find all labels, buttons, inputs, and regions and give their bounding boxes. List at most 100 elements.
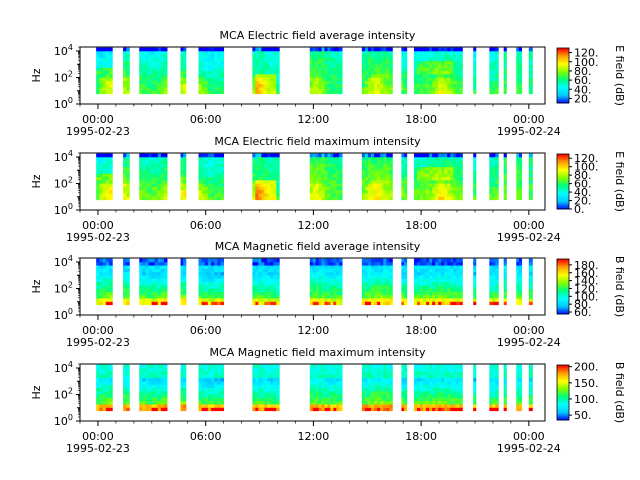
spectrogram-cell (447, 83, 451, 88)
spectrogram-cell (204, 166, 209, 171)
spectrogram-cell (198, 288, 203, 292)
spectrogram-cell (207, 364, 212, 369)
spectrogram-cell (432, 54, 436, 58)
spectrogram-cell (264, 189, 268, 194)
spectrogram-cell (423, 284, 427, 289)
spectrogram-cell (336, 275, 340, 279)
colorbar-segment (557, 312, 569, 315)
spectrogram-cell (503, 271, 507, 276)
spectrogram-cell (270, 377, 274, 382)
spectrogram-cell (404, 50, 408, 55)
spectrogram-cell (429, 67, 433, 72)
spectrogram-cell (220, 394, 225, 398)
spectrogram-cell (404, 371, 408, 375)
spectrogram-cell (383, 54, 387, 58)
spectrogram-cell (441, 275, 445, 279)
spectrogram-cell (264, 261, 268, 266)
spectrogram-cell (96, 193, 100, 197)
spectrogram-cell (432, 271, 436, 276)
spectrogram-cell (429, 189, 433, 194)
spectrogram-cell (139, 73, 143, 78)
spectrogram-cell (404, 156, 408, 161)
colorbar-segment (557, 53, 569, 56)
spectrogram-cell (336, 400, 340, 405)
spectrogram-cell (516, 186, 520, 191)
spectrogram-cell (495, 384, 499, 389)
spectrogram-cell (201, 189, 206, 194)
spectrogram-cell (447, 160, 451, 164)
spectrogram-cell (435, 371, 439, 375)
spectrogram-cell (447, 80, 451, 85)
spectrogram-cell (401, 163, 405, 168)
spectrogram-cell (371, 186, 375, 191)
spectrogram-cell (435, 173, 439, 178)
spectrogram-cell (456, 80, 460, 85)
spectrogram-cell (438, 294, 442, 299)
spectrogram-cell (315, 90, 320, 95)
spectrogram-cell (339, 60, 343, 65)
spectrogram-cell (416, 261, 421, 266)
spectrogram-cell (367, 367, 372, 372)
spectrogram-cell (459, 196, 463, 201)
spectrogram-cell (401, 397, 405, 402)
spectrogram-cell (416, 284, 421, 289)
spectrogram-cell (444, 166, 448, 171)
spectrogram-cell (318, 367, 322, 372)
spectrogram-cell (324, 364, 328, 369)
spectrogram-cell (198, 176, 203, 181)
spectrogram-cell (330, 298, 334, 302)
spectrogram-cell (438, 87, 442, 91)
spectrogram-cell (96, 281, 100, 286)
spectrogram-cell (416, 381, 421, 385)
spectrogram-cell (441, 298, 445, 302)
spectrogram-cell (528, 404, 533, 408)
spectrogram-cell (441, 394, 445, 398)
spectrogram-cell (96, 186, 100, 191)
spectrogram-cell (312, 163, 317, 168)
spectrogram-cell (255, 397, 259, 402)
spectrogram-cell (420, 381, 424, 385)
spectrogram-cell (495, 371, 499, 375)
spectrogram-cell (389, 196, 393, 201)
spectrogram-cell (426, 268, 430, 273)
spectrogram-cell (264, 400, 268, 405)
spectrogram-cell (148, 176, 153, 181)
spectrogram-cell (123, 183, 127, 187)
spectrogram-cell (429, 371, 433, 375)
spectrogram-cell (420, 387, 424, 392)
spectrogram-cell (518, 196, 523, 201)
spectrogram-cell (109, 87, 113, 91)
spectrogram-cell (142, 281, 146, 286)
spectrogram-cell (456, 367, 460, 372)
spectrogram-cell (444, 371, 448, 375)
spectrogram-cell (336, 47, 340, 52)
spectrogram-cell (151, 173, 156, 178)
spectrogram-cell (318, 183, 322, 187)
spectrogram-cell (339, 176, 343, 181)
spectrogram-cell (459, 288, 463, 292)
spectrogram-cell (217, 394, 221, 398)
spectrogram-cell (154, 70, 159, 75)
spectrogram-cell (420, 90, 424, 95)
spectrogram-cell (321, 176, 325, 181)
spectrogram-cell (361, 275, 366, 279)
spectrogram-cell (401, 400, 405, 405)
spectrogram-cell (364, 60, 369, 65)
spectrogram-cell (198, 268, 203, 273)
spectrogram-cell (321, 67, 325, 72)
spectrogram-cell (145, 407, 149, 412)
spectrogram-cell (444, 407, 448, 412)
spectrogram-cell (160, 364, 165, 369)
spectrogram-cell (99, 384, 104, 389)
spectrogram-cell (315, 387, 320, 392)
spectrogram-cell (374, 294, 378, 299)
spectrogram-cell (389, 83, 393, 88)
spectrogram-cell (207, 50, 212, 55)
spectrogram-cell (473, 47, 477, 52)
spectrogram-cell (258, 57, 262, 62)
spectrogram-cell (151, 64, 156, 68)
spectrogram-cell (204, 87, 209, 91)
spectrogram-cell (160, 400, 165, 405)
y-axis-label: Hz (30, 279, 43, 293)
spectrogram-cell (154, 268, 159, 273)
